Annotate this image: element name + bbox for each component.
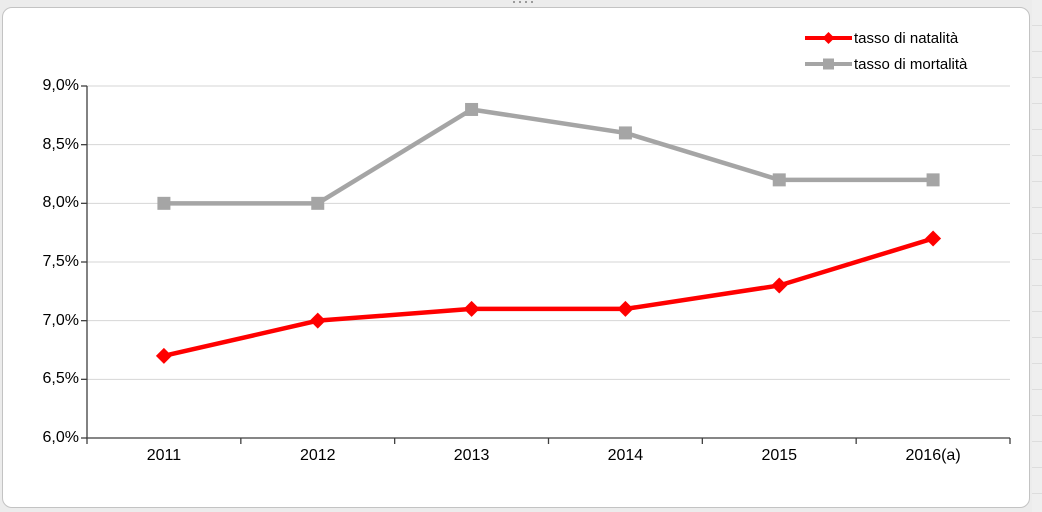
y-axis-label: 6,0% (42, 429, 79, 446)
worksheet-edge-right (1032, 0, 1042, 512)
x-axis-label: 2012 (299, 447, 336, 464)
legend-label-mortalita: tasso di mortalità (854, 55, 968, 73)
y-axis-label: 9,0% (42, 77, 79, 94)
point-natalita-2012 (309, 312, 326, 329)
y-axis-label: 6,5% (42, 370, 79, 388)
legend-swatch-natalita-icon (805, 32, 852, 44)
point-mortalita-2012 (311, 196, 325, 210)
x-axis-label: 2014 (607, 447, 644, 464)
x-axis-label: 2016(a) (905, 447, 961, 464)
point-natalita-2011 (155, 347, 172, 364)
x-axis-label: 2015 (761, 447, 798, 464)
point-natalita-2016(a) (925, 230, 942, 247)
series-mortalita[interactable] (157, 102, 940, 210)
x-axis-label: 2013 (453, 447, 490, 464)
chart-object[interactable] (2, 7, 1030, 508)
point-mortalita-2015 (772, 173, 786, 187)
point-natalita-2015 (771, 277, 788, 294)
y-axis-label: 8,5% (42, 135, 79, 153)
worksheet-artifact-dots (513, 1, 533, 3)
x-axis-label: 2011 (146, 447, 182, 464)
point-natalita-2014 (617, 300, 634, 317)
legend-label-natalita: tasso di natalità (854, 29, 959, 47)
y-axis-label: 7,0% (42, 311, 79, 329)
legend-swatch-mortalita-icon (805, 58, 852, 70)
chart-legend: tasso di natalità tasso di mortalità (805, 25, 967, 77)
point-mortalita-2011 (157, 196, 171, 210)
legend-item-mortalita[interactable]: tasso di mortalità (805, 51, 967, 77)
point-natalita-2013 (463, 300, 480, 317)
series-line-natalita (163, 236, 934, 359)
y-axis-label: 7,5% (42, 253, 79, 270)
point-mortalita-2013 (465, 102, 479, 116)
legend-item-natalita[interactable]: tasso di natalità (805, 25, 967, 51)
series-natalita[interactable] (155, 230, 942, 364)
point-mortalita-2016(a) (926, 173, 940, 187)
series-line-mortalita (163, 107, 934, 206)
point-mortalita-2014 (618, 126, 632, 140)
y-axis-label: 8,0% (42, 194, 79, 212)
